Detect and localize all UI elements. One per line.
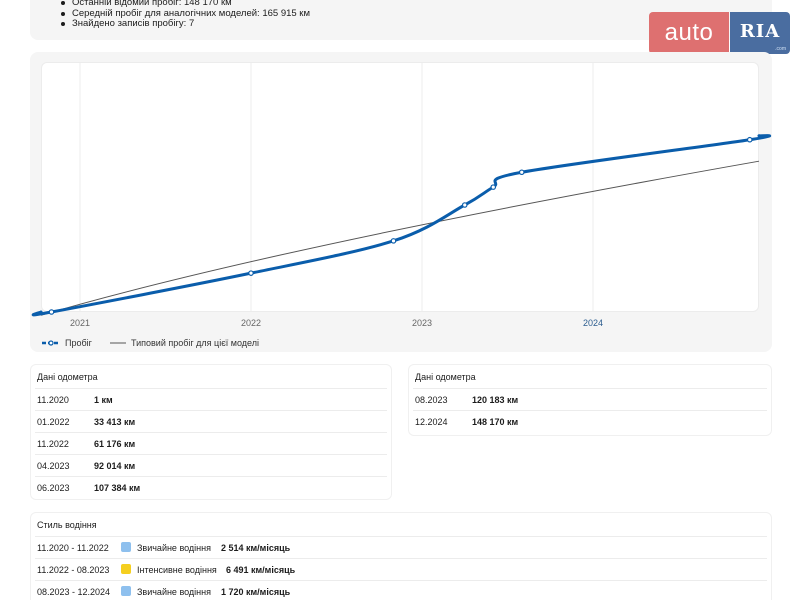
odometer-value: 61 176 км	[94, 439, 136, 449]
odometer-card-left: Дані одометра 11.2020 1 км 01.2022 33 41…	[30, 364, 392, 500]
driving-style-label: Інтенсивне водіння	[137, 565, 217, 575]
driving-style-row: 11.2022 - 08.2023 Інтенсивне водіння 6 4…	[35, 558, 767, 580]
logo-ria-text: RIA	[739, 21, 781, 42]
odometer-row: 04.2023 92 014 км	[35, 454, 387, 476]
typical-mileage-line	[40, 160, 760, 316]
summary-records-count: Знайдено записів пробігу: 7	[60, 18, 310, 30]
driving-style-label: Звичайне водіння	[137, 587, 211, 597]
logo-com-text: .com	[775, 46, 786, 52]
odometer-date: 01.2022	[37, 417, 70, 427]
normal-driving-swatch	[121, 542, 131, 552]
driving-style-card: Стиль водіння 11.2020 - 11.2022 Звичайне…	[30, 512, 772, 600]
driving-style-title: Стиль водіння	[37, 520, 97, 530]
odometer-date: 12.2024	[415, 417, 448, 427]
odometer-date: 11.2020	[37, 395, 69, 405]
mileage-chart-card: 2021 2022 2023 2024 Пробіг Типовий пробіг д…	[30, 52, 772, 352]
legend-typical-label: Типовий пробіг для цієї моделі	[131, 338, 259, 348]
odometer-value: 120 183 км	[472, 395, 519, 405]
normal-driving-swatch	[121, 586, 131, 596]
autoria-logo[interactable]: auto RIA .com	[649, 12, 790, 54]
odometer-row: 01.2022 33 413 км	[35, 410, 387, 432]
mileage-data-point	[390, 238, 397, 244]
odometer-date: 06.2023	[37, 483, 70, 493]
driving-style-label: Звичайне водіння	[137, 543, 211, 553]
chart-x-tick-label: 2023	[412, 318, 432, 328]
legend-item-typical[interactable]: Типовий пробіг для цієї моделі	[110, 338, 259, 348]
driving-style-period: 08.2023 - 12.2024	[37, 587, 111, 597]
chart-x-tick-label: 2021	[70, 318, 90, 328]
legend-mileage-label: Пробіг	[65, 338, 92, 348]
mileage-data-point	[490, 184, 497, 190]
odometer-value: 1 км	[94, 395, 113, 405]
driving-style-rate: 6 491 км/місяць	[226, 565, 296, 575]
mileage-series-line	[31, 134, 771, 317]
legend-item-mileage[interactable]: Пробіг	[42, 338, 92, 348]
mileage-data-point	[746, 136, 753, 143]
driving-style-period: 11.2022 - 08.2023	[37, 565, 110, 575]
odometer-value: 148 170 км	[472, 417, 519, 427]
summary-average-mileage: Середній пробіг для аналогічних моделей:…	[60, 8, 310, 20]
mileage-data-point	[461, 202, 468, 208]
legend-typical-swatch	[110, 342, 126, 344]
odometer-title: Дані одометра	[37, 372, 98, 382]
odometer-card-right: Дані одометра 08.2023 120 183 км 12.2024…	[408, 364, 772, 436]
odometer-date: 11.2022	[37, 439, 69, 449]
odometer-row: 11.2022 61 176 км	[35, 432, 387, 454]
mileage-summary: Останній відомий пробіг: 148 170 км Сере…	[30, 0, 772, 40]
driving-style-row: 11.2020 - 11.2022 Звичайне водіння 2 514…	[35, 536, 767, 558]
driving-style-rate: 2 514 км/місяць	[221, 543, 291, 553]
driving-style-rate: 1 720 км/місяць	[221, 587, 291, 597]
summary-list: Останній відомий пробіг: 148 170 км Сере…	[60, 0, 310, 30]
mileage-chart-plot	[41, 62, 759, 312]
odometer-date: 04.2023	[37, 461, 70, 471]
mileage-data-point	[48, 309, 55, 315]
odometer-row: 08.2023 120 183 км	[413, 388, 767, 410]
chart-x-tick-label: 2022	[241, 318, 261, 328]
odometer-row: 06.2023 107 384 км	[35, 476, 387, 498]
odometer-title: Дані одометра	[415, 372, 476, 382]
driving-style-period: 11.2020 - 11.2022	[37, 543, 109, 553]
odometer-row: 12.2024 148 170 км	[413, 410, 767, 432]
logo-auto-text: auto	[649, 12, 729, 54]
odometer-value: 92 014 км	[94, 461, 136, 471]
odometer-date: 08.2023	[415, 395, 448, 405]
driving-style-row: 08.2023 - 12.2024 Звичайне водіння 1 720…	[35, 580, 767, 600]
mileage-data-point	[248, 270, 254, 276]
intensive-driving-swatch	[121, 564, 131, 574]
odometer-value: 33 413 км	[94, 417, 136, 427]
odometer-value: 107 384 км	[94, 483, 141, 493]
mileage-chart: 2021 2022 2023 2024	[31, 63, 771, 328]
chart-x-tick-label: 2024	[583, 318, 603, 328]
legend-mileage-swatch	[42, 340, 60, 346]
odometer-row: 11.2020 1 км	[35, 388, 387, 410]
mileage-data-point	[518, 169, 525, 176]
summary-last-mileage: Останній відомий пробіг: 148 170 км	[60, 0, 310, 9]
logo-ria-block: RIA .com	[730, 12, 790, 54]
